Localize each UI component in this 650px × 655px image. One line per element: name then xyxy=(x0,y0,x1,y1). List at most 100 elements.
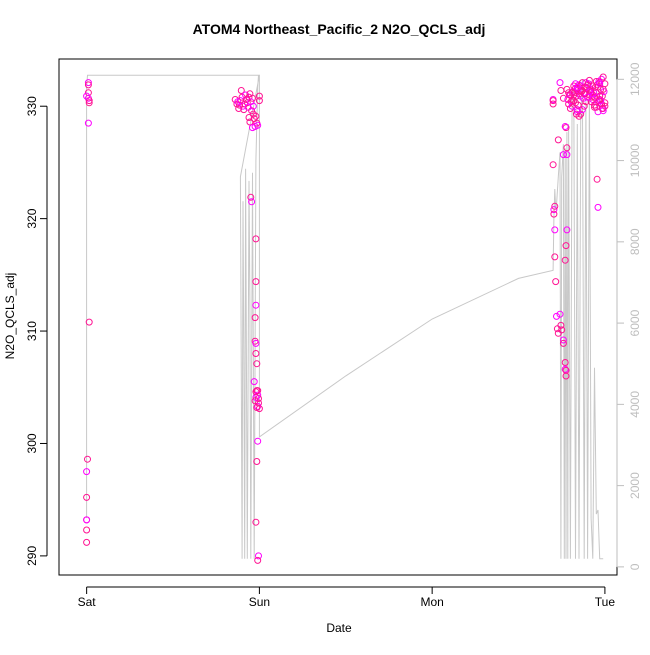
data-point xyxy=(557,87,565,94)
data-point xyxy=(254,437,262,445)
data-point xyxy=(251,314,259,322)
data-point xyxy=(246,118,254,126)
data-point xyxy=(562,242,570,250)
data-point xyxy=(83,92,91,100)
y2-tick-label: 4000 xyxy=(628,391,642,418)
y2-tick-label: 2000 xyxy=(628,472,642,499)
data-point xyxy=(249,94,256,102)
data-point xyxy=(598,105,606,112)
data-point xyxy=(83,538,91,546)
x-axis-label: Date xyxy=(326,621,352,635)
x-tick-label: Sat xyxy=(78,595,97,609)
data-point xyxy=(596,92,604,100)
data-point xyxy=(597,97,605,105)
data-point xyxy=(253,360,261,368)
data-point xyxy=(252,388,260,396)
data-point xyxy=(587,98,595,106)
data-point xyxy=(83,468,91,476)
data-point xyxy=(594,203,602,211)
data-point xyxy=(582,83,590,91)
data-point xyxy=(553,312,560,320)
data-point xyxy=(239,102,247,110)
data-point xyxy=(598,100,605,108)
data-point xyxy=(252,350,260,357)
data-point xyxy=(562,124,570,132)
y2-tick-label: 10000 xyxy=(628,144,642,178)
data-point xyxy=(85,99,93,107)
data-point xyxy=(85,318,93,326)
data-point xyxy=(589,82,597,90)
data-point xyxy=(252,278,260,286)
data-point xyxy=(254,387,262,395)
x-tick-label: Tue xyxy=(595,595,616,609)
data-point xyxy=(549,97,557,105)
data-point xyxy=(252,339,260,347)
data-point xyxy=(559,94,567,102)
data-point xyxy=(255,92,263,100)
data-point xyxy=(599,73,607,81)
y-tick-label: 300 xyxy=(25,433,39,453)
data-point xyxy=(83,516,91,524)
data-point xyxy=(252,301,260,309)
data-point xyxy=(572,110,580,118)
data-point xyxy=(549,161,557,169)
y-axis-label: N2O_QCLS_adj xyxy=(3,273,17,360)
data-point xyxy=(252,518,260,526)
data-point xyxy=(561,123,569,130)
y-tick-label: 290 xyxy=(25,546,39,566)
data-point xyxy=(573,83,581,91)
data-point xyxy=(563,144,571,152)
data-point xyxy=(248,107,256,115)
data-point xyxy=(254,556,262,564)
data-point xyxy=(563,226,571,234)
data-point xyxy=(562,372,570,380)
data-point xyxy=(249,102,257,110)
data-point xyxy=(561,365,569,373)
data-point xyxy=(596,96,604,103)
data-point xyxy=(577,110,585,118)
y2-tick-label: 0 xyxy=(628,563,642,570)
data-point xyxy=(559,151,567,159)
y2-tick-label: 8000 xyxy=(628,228,642,255)
data-point xyxy=(83,526,91,534)
y-tick-label: 310 xyxy=(25,321,39,341)
data-point xyxy=(253,458,261,465)
data-point xyxy=(249,124,256,132)
data-point xyxy=(549,100,557,108)
data-point xyxy=(561,256,569,264)
y-tick-label: 320 xyxy=(25,208,39,228)
data-point xyxy=(599,85,607,93)
data-point xyxy=(84,79,92,87)
data-point xyxy=(556,310,564,318)
data-point xyxy=(557,321,565,329)
data-point xyxy=(565,100,573,108)
data-point xyxy=(250,378,258,386)
data-point xyxy=(253,404,261,411)
plot-frame xyxy=(58,58,618,576)
data-point xyxy=(591,103,598,111)
y2-tick-label: 6000 xyxy=(628,309,642,336)
chart-title: ATOM4 Northeast_Pacific_2 N2O_QCLS_adj xyxy=(193,21,486,37)
line-series-0 xyxy=(86,74,604,560)
data-point xyxy=(559,336,567,344)
data-point xyxy=(552,278,560,286)
data-point xyxy=(585,76,593,84)
data-point xyxy=(556,79,564,87)
data-point xyxy=(550,206,558,214)
data-point xyxy=(83,493,91,501)
data-point xyxy=(252,112,260,120)
data-point xyxy=(554,136,562,144)
data-point xyxy=(236,101,243,109)
data-point xyxy=(558,326,566,334)
x-tick-label: Mon xyxy=(420,595,443,609)
data-point xyxy=(550,210,558,218)
data-point xyxy=(563,151,571,159)
data-point xyxy=(587,89,595,97)
data-point xyxy=(574,101,582,109)
data-point xyxy=(551,253,559,261)
data-point xyxy=(594,108,602,116)
data-point xyxy=(593,175,601,183)
data-point xyxy=(582,98,590,106)
data-point xyxy=(578,79,586,87)
